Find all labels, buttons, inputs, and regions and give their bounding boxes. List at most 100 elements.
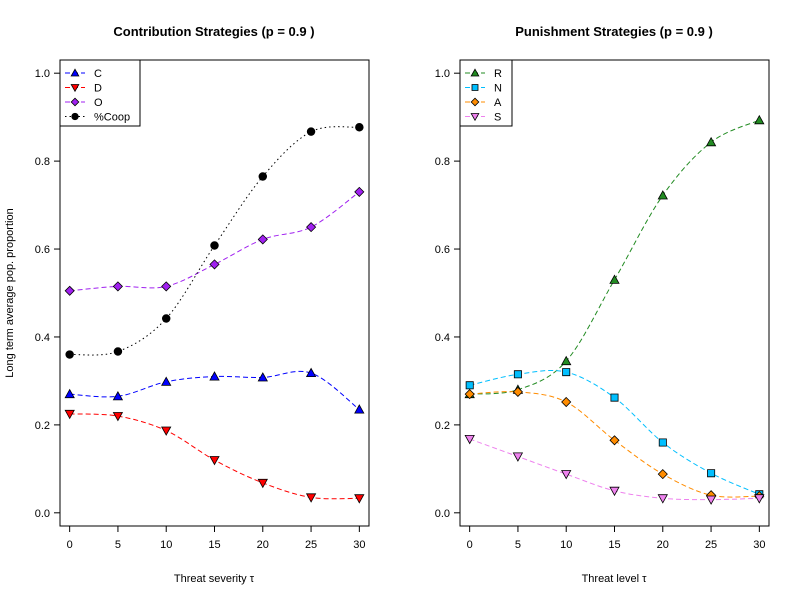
- y-tick-label: 1.0: [35, 68, 50, 80]
- x-tick-label: 25: [305, 539, 317, 551]
- data-point-a: [657, 469, 668, 480]
- data-point-o: [64, 285, 75, 296]
- y-tick-label: 0.6: [35, 244, 50, 256]
- data-point-pct-coop: [113, 347, 123, 356]
- data-point-s: [657, 494, 668, 504]
- data-point-d: [112, 412, 124, 422]
- x-tick-label: 15: [608, 539, 620, 551]
- series-layer: [464, 114, 765, 505]
- data-point-d: [161, 426, 172, 436]
- data-point-s: [609, 486, 620, 497]
- x-tick-label: 5: [515, 539, 521, 551]
- data-point-pct-coop: [355, 123, 364, 132]
- chart-punishment: Punishment Strategies (p = 0.9 ) 0 5 10 15 2…: [435, 24, 770, 585]
- y-tick-label: 0.0: [35, 508, 50, 520]
- data-point-n: [513, 370, 522, 379]
- data-point-s: [512, 452, 524, 462]
- legend-swatch-marker: [470, 113, 480, 122]
- data-point-r: [657, 190, 668, 200]
- x-tick-label: 5: [115, 539, 121, 551]
- data-point-a: [464, 389, 475, 400]
- legend-label: O: [94, 97, 103, 109]
- legend-swatch-marker: [470, 97, 480, 107]
- y-tick-label: 1.0: [435, 68, 450, 80]
- legend: CDO %Coop: [59, 59, 141, 127]
- legend-swatch-marker: [70, 84, 80, 93]
- legend-label: D: [94, 83, 102, 95]
- data-point-d: [257, 478, 268, 489]
- chart-title: Punishment Strategies (p = 0.9 ): [515, 24, 713, 39]
- y-tick-label: 0.8: [35, 156, 50, 168]
- y-tick-label: 0.2: [435, 420, 450, 432]
- legend-swatch-marker: [470, 68, 480, 77]
- legend-label: R: [494, 68, 502, 80]
- x-tick-label: 20: [657, 539, 669, 551]
- y-tick-label: 0.0: [435, 508, 450, 520]
- x-tick-label: 0: [67, 539, 73, 551]
- x-tick-label: 15: [208, 539, 220, 551]
- data-point-o: [306, 222, 317, 233]
- chart-contribution: Contribution Strategies (p = 0.9 ) 0 5 10 1…: [4, 24, 370, 585]
- data-point-n: [562, 368, 571, 377]
- data-point-pct-coop: [258, 172, 268, 181]
- data-point-c: [64, 388, 75, 399]
- series-line-n: [469, 369, 760, 495]
- data-point-c: [257, 372, 268, 382]
- data-point-c: [305, 367, 317, 378]
- x-tick-label: 0: [467, 539, 473, 551]
- data-point-o: [112, 281, 123, 292]
- x-axis-label: Threat severity τ: [174, 573, 255, 585]
- x-tick-label: 30: [353, 539, 365, 551]
- data-point-n: [707, 469, 716, 478]
- legend-label: S: [494, 112, 501, 124]
- data-point-r: [705, 136, 717, 147]
- data-point-c: [354, 404, 365, 414]
- data-point-s: [754, 494, 765, 504]
- x-tick-label: 10: [560, 539, 572, 551]
- data-point-d: [209, 456, 220, 466]
- data-point-a: [561, 396, 572, 408]
- axis-ticks: 0 5 10 15 20 25 30 0.0 0.2 0.4 0.6 0.8 1.0: [35, 68, 366, 551]
- data-point-c: [209, 371, 220, 381]
- legend-swatch-marker: [71, 112, 79, 121]
- legend-swatch-marker: [70, 97, 80, 107]
- series-line-r: [469, 119, 760, 395]
- data-point-d: [305, 493, 317, 503]
- x-tick-label: 25: [705, 539, 717, 551]
- y-tick-label: 0.6: [435, 244, 450, 256]
- y-tick-label: 0.4: [35, 332, 50, 344]
- series-layer: [64, 123, 365, 504]
- data-point-a: [512, 386, 523, 397]
- data-point-r: [609, 274, 620, 284]
- plot-frame: [459, 59, 770, 527]
- data-point-c: [112, 390, 124, 401]
- series-line-pct-coop: [69, 126, 360, 356]
- chart-title: Contribution Strategies (p = 0.9 ): [113, 24, 314, 39]
- data-point-s: [561, 470, 572, 480]
- legend-box: [459, 59, 513, 127]
- data-point-n: [658, 438, 667, 447]
- data-point-c: [161, 376, 172, 386]
- data-point-pct-coop: [161, 314, 171, 323]
- data-point-s: [705, 495, 717, 505]
- data-point-r: [561, 355, 572, 366]
- x-tick-label: 20: [257, 539, 269, 551]
- x-tick-label: 10: [160, 539, 172, 551]
- legend-label: %Coop: [94, 112, 130, 124]
- data-point-n: [610, 393, 619, 402]
- data-point-o: [209, 259, 220, 270]
- data-point-pct-coop: [306, 127, 316, 136]
- x-axis-label: Threat level τ: [582, 573, 648, 585]
- legend-label: A: [494, 97, 502, 109]
- data-point-d: [64, 409, 75, 420]
- data-point-n: [465, 381, 474, 390]
- x-tick-label: 30: [753, 539, 765, 551]
- y-axis-label: Long term average pop. proportion: [4, 208, 16, 377]
- data-point-s: [464, 434, 475, 445]
- y-tick-label: 0.2: [35, 420, 50, 432]
- data-point-o: [354, 186, 365, 197]
- data-point-pct-coop: [65, 350, 74, 359]
- data-point-d: [354, 494, 365, 504]
